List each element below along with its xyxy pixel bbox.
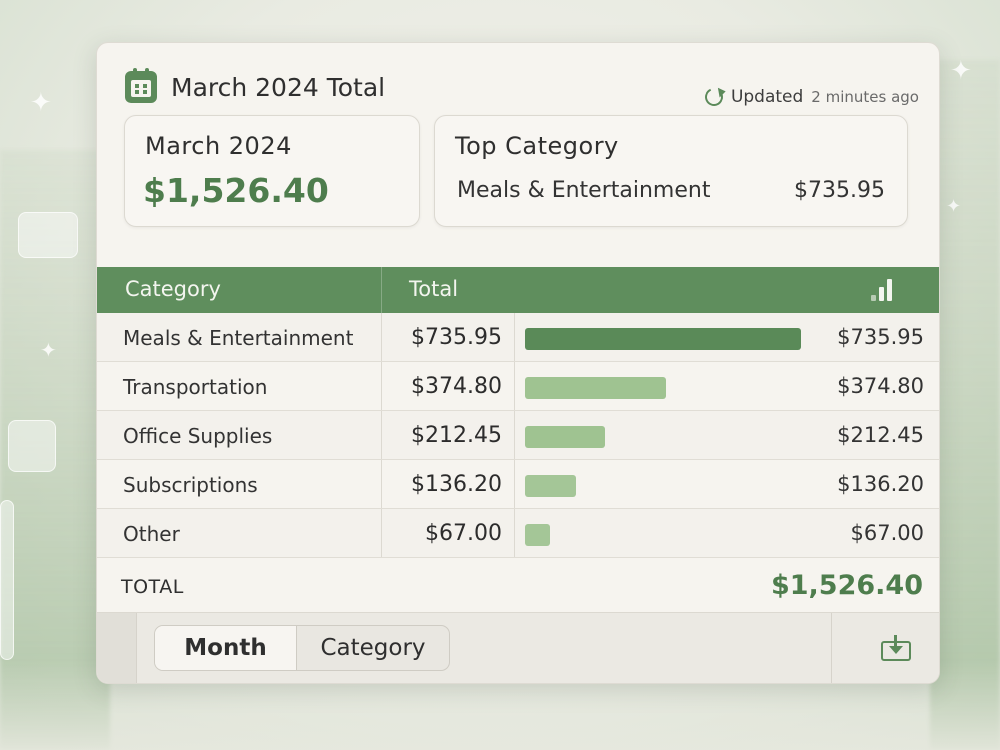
table-row[interactable]: Office Supplies $212.45 $212.45 (97, 411, 939, 460)
background-tile (8, 420, 56, 472)
top-category-amount: $735.95 (794, 178, 885, 203)
background-tile (0, 500, 14, 660)
row-amount: $212.45 (837, 423, 924, 447)
tab-month[interactable]: Month (155, 626, 297, 670)
page-title: March 2024 Total (171, 72, 386, 102)
tab-category[interactable]: Category (320, 635, 426, 661)
calendar-icon (125, 68, 157, 103)
bar-chart-icon[interactable] (869, 277, 895, 301)
footer-side-handle (97, 613, 137, 683)
top-category-name: Meals & Entertainment (457, 178, 711, 203)
row-bar (525, 475, 576, 497)
table-row[interactable]: Transportation $374.80 $374.80 (97, 362, 939, 411)
updated-status: Updated 2 minutes ago (702, 85, 919, 109)
export-icon[interactable] (881, 635, 911, 661)
view-toggle: Month Category (154, 625, 450, 671)
row-category: Office Supplies (123, 424, 273, 448)
category-table-body: Meals & Entertainment $735.95 $735.95 Trans… (97, 313, 939, 558)
row-category: Transportation (123, 375, 268, 399)
row-total: $374.80 (411, 374, 502, 399)
row-amount: $136.20 (837, 472, 924, 496)
row-bar (525, 328, 801, 350)
panel-header: March 2024 Total Updated 2 minutes ago M… (97, 43, 939, 265)
row-amount: $374.80 (837, 374, 924, 398)
row-amount: $67.00 (850, 521, 924, 545)
month-total-card: March 2024 $1,526.40 (124, 115, 420, 227)
row-bar (525, 426, 605, 448)
table-row[interactable]: Meals & Entertainment $735.95 $735.95 (97, 313, 939, 362)
updated-time: 2 minutes ago (811, 88, 919, 106)
sparkle-icon: ✦ (946, 196, 962, 217)
row-bar (525, 524, 550, 546)
table-header: Category Total (97, 267, 939, 313)
month-total-value: $1,526.40 (143, 171, 329, 210)
row-bar (525, 377, 666, 399)
total-value: $1,526.40 (770, 570, 923, 601)
background-tile (18, 212, 78, 258)
sparkle-icon: ✦ (40, 338, 57, 362)
expense-summary-panel: March 2024 Total Updated 2 minutes ago M… (96, 42, 940, 684)
refresh-icon[interactable] (702, 85, 726, 109)
updated-label: Updated (730, 87, 804, 107)
column-header-total[interactable]: Total (409, 277, 459, 301)
top-category-card: Top Category Meals & Entertainment $735.… (434, 115, 908, 227)
sparkle-icon: ✦ (30, 88, 52, 118)
row-category: Subscriptions (123, 473, 258, 497)
row-total: $67.00 (425, 521, 502, 546)
total-row: TOTAL $1,526.40 (97, 561, 939, 613)
header-title-group: March 2024 Total (125, 68, 386, 103)
row-amount: $735.95 (837, 325, 924, 349)
column-header-category[interactable]: Category (125, 277, 221, 301)
table-row[interactable]: Subscriptions $136.20 $136.20 (97, 460, 939, 509)
top-category-label: Top Category (455, 132, 619, 160)
month-label: March 2024 (145, 132, 292, 160)
row-total: $212.45 (411, 423, 502, 448)
row-total: $735.95 (411, 325, 502, 350)
background-foliage-right (930, 60, 1000, 750)
total-label: TOTAL (121, 576, 184, 598)
row-total: $136.20 (411, 472, 502, 497)
panel-footer: Month Category (97, 613, 939, 683)
sparkle-icon: ✦ (950, 56, 972, 86)
table-row[interactable]: Other $67.00 $67.00 (97, 509, 939, 558)
row-category: Other (123, 522, 180, 546)
row-category: Meals & Entertainment (123, 326, 354, 350)
